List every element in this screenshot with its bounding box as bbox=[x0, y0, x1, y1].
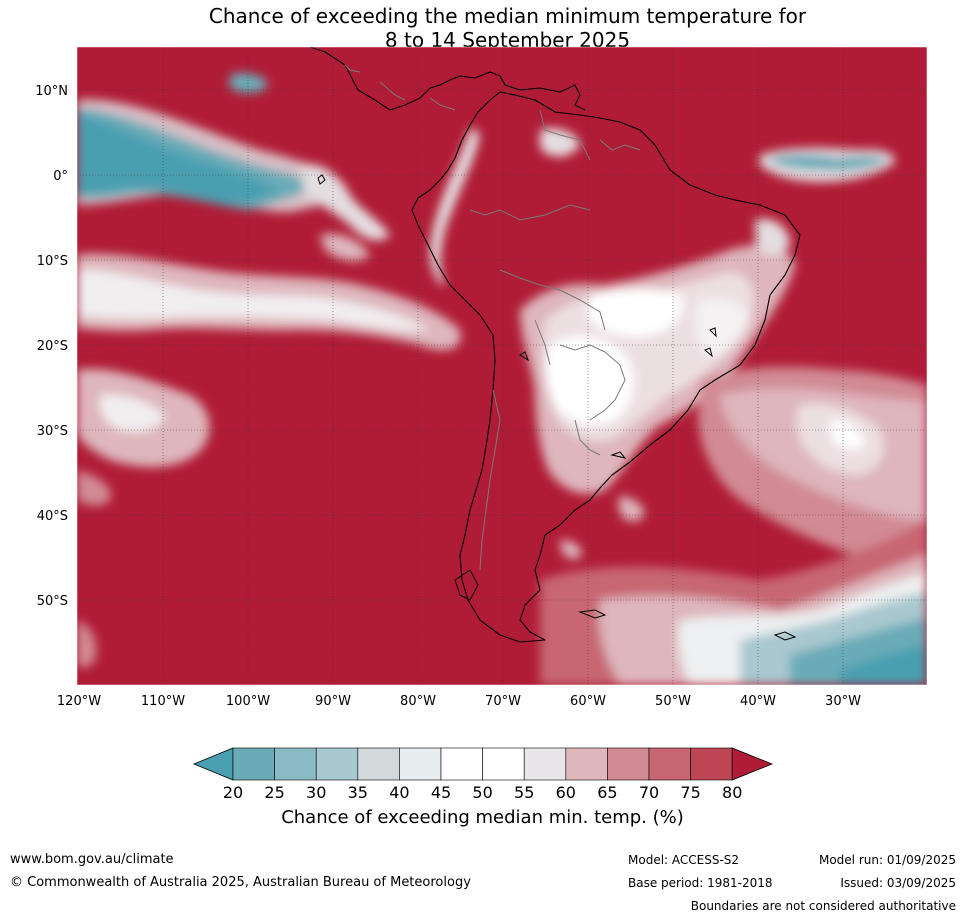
copyright-text: © Commonwealth of Australia 2025, Austra… bbox=[10, 875, 471, 890]
colorbar-tick-label: 75 bbox=[680, 783, 700, 802]
colorbar-swatch bbox=[523, 747, 567, 781]
colorbar-tick-label: 30 bbox=[306, 783, 326, 802]
map-field bbox=[77, 47, 927, 685]
lon-label: 30°W bbox=[825, 694, 861, 709]
colorbar-tick-label: 50 bbox=[472, 783, 492, 802]
colorbar-swatch bbox=[690, 747, 733, 781]
colorbar-tick-label: 45 bbox=[431, 783, 451, 802]
colorbar-tick-label: 25 bbox=[264, 783, 284, 802]
lon-label: 80°W bbox=[400, 694, 436, 709]
colorbar-extend-high bbox=[731, 747, 774, 781]
lat-label: 30°S bbox=[37, 424, 68, 439]
colorbar-swatch bbox=[232, 747, 275, 781]
colorbar-tick-label: 55 bbox=[514, 783, 534, 802]
map-frame bbox=[76, 46, 928, 686]
graticule bbox=[77, 47, 927, 685]
lon-label: 50°W bbox=[655, 694, 691, 709]
colorbar-swatch bbox=[482, 747, 525, 781]
model-run-text: Model run: 01/09/2025 bbox=[818, 853, 956, 867]
title-line-1: Chance of exceeding the median minimum t… bbox=[208, 4, 807, 28]
colorbar-tick-label: 40 bbox=[389, 783, 409, 802]
lon-label: 100°W bbox=[226, 694, 270, 709]
colorbar-swatch bbox=[274, 747, 317, 781]
latitude-labels: 10°N 0° 10°S 20°S 30°S 40°S 50°S bbox=[35, 84, 68, 609]
website-text: www.bom.gov.au/climate bbox=[10, 852, 174, 867]
colorbar-swatch bbox=[565, 747, 608, 781]
country-borders bbox=[344, 64, 641, 571]
colorbar-swatch bbox=[440, 747, 483, 781]
colorbar-tick-label: 60 bbox=[556, 783, 576, 802]
colorbar-swatch bbox=[357, 747, 400, 781]
lat-label: 10°N bbox=[35, 84, 68, 99]
colorbar-tick-label: 20 bbox=[223, 783, 243, 802]
lat-label: 20°S bbox=[37, 339, 68, 354]
colorbar-tick-label: 35 bbox=[348, 783, 368, 802]
map-title: Chance of exceeding the median minimum t… bbox=[0, 4, 965, 52]
issued-text: Issued: 03/09/2025 bbox=[840, 876, 956, 890]
lat-label: 50°S bbox=[37, 594, 68, 609]
lat-label: 40°S bbox=[37, 509, 68, 524]
lon-label: 40°W bbox=[740, 694, 776, 709]
colorbar-swatch bbox=[607, 747, 650, 781]
colorbar-tick-label: 70 bbox=[639, 783, 659, 802]
lon-label: 110°W bbox=[141, 694, 185, 709]
colorbar-swatch bbox=[648, 747, 691, 781]
colorbar-swatch bbox=[315, 747, 359, 781]
lat-label: 0° bbox=[53, 169, 68, 184]
colorbar-tick-label: 65 bbox=[597, 783, 617, 802]
probability-blobs bbox=[77, 73, 927, 685]
base-period-text: Base period: 1981-2018 bbox=[628, 876, 773, 890]
colorbar-label: Chance of exceeding median min. temp. (%… bbox=[281, 807, 684, 828]
lon-label: 70°W bbox=[485, 694, 521, 709]
model-text: Model: ACCESS-S2 bbox=[628, 853, 740, 867]
lon-label: 120°W bbox=[57, 694, 101, 709]
disclaimer-text: Boundaries are not considered authoritat… bbox=[690, 899, 956, 913]
lon-label: 60°W bbox=[570, 694, 606, 709]
lon-label: 90°W bbox=[315, 694, 351, 709]
colorbar-tick-label: 80 bbox=[722, 783, 742, 802]
lat-label: 10°S bbox=[37, 254, 68, 269]
colorbar: 20 25 30 35 40 45 50 55 60 65 70 75 80 bbox=[192, 747, 774, 802]
longitude-labels: 120°W 110°W 100°W 90°W 80°W 70°W 60°W 50… bbox=[57, 694, 861, 709]
colorbar-extend-low bbox=[192, 747, 234, 781]
islands bbox=[317, 174, 797, 641]
colorbar-swatch bbox=[399, 747, 442, 781]
